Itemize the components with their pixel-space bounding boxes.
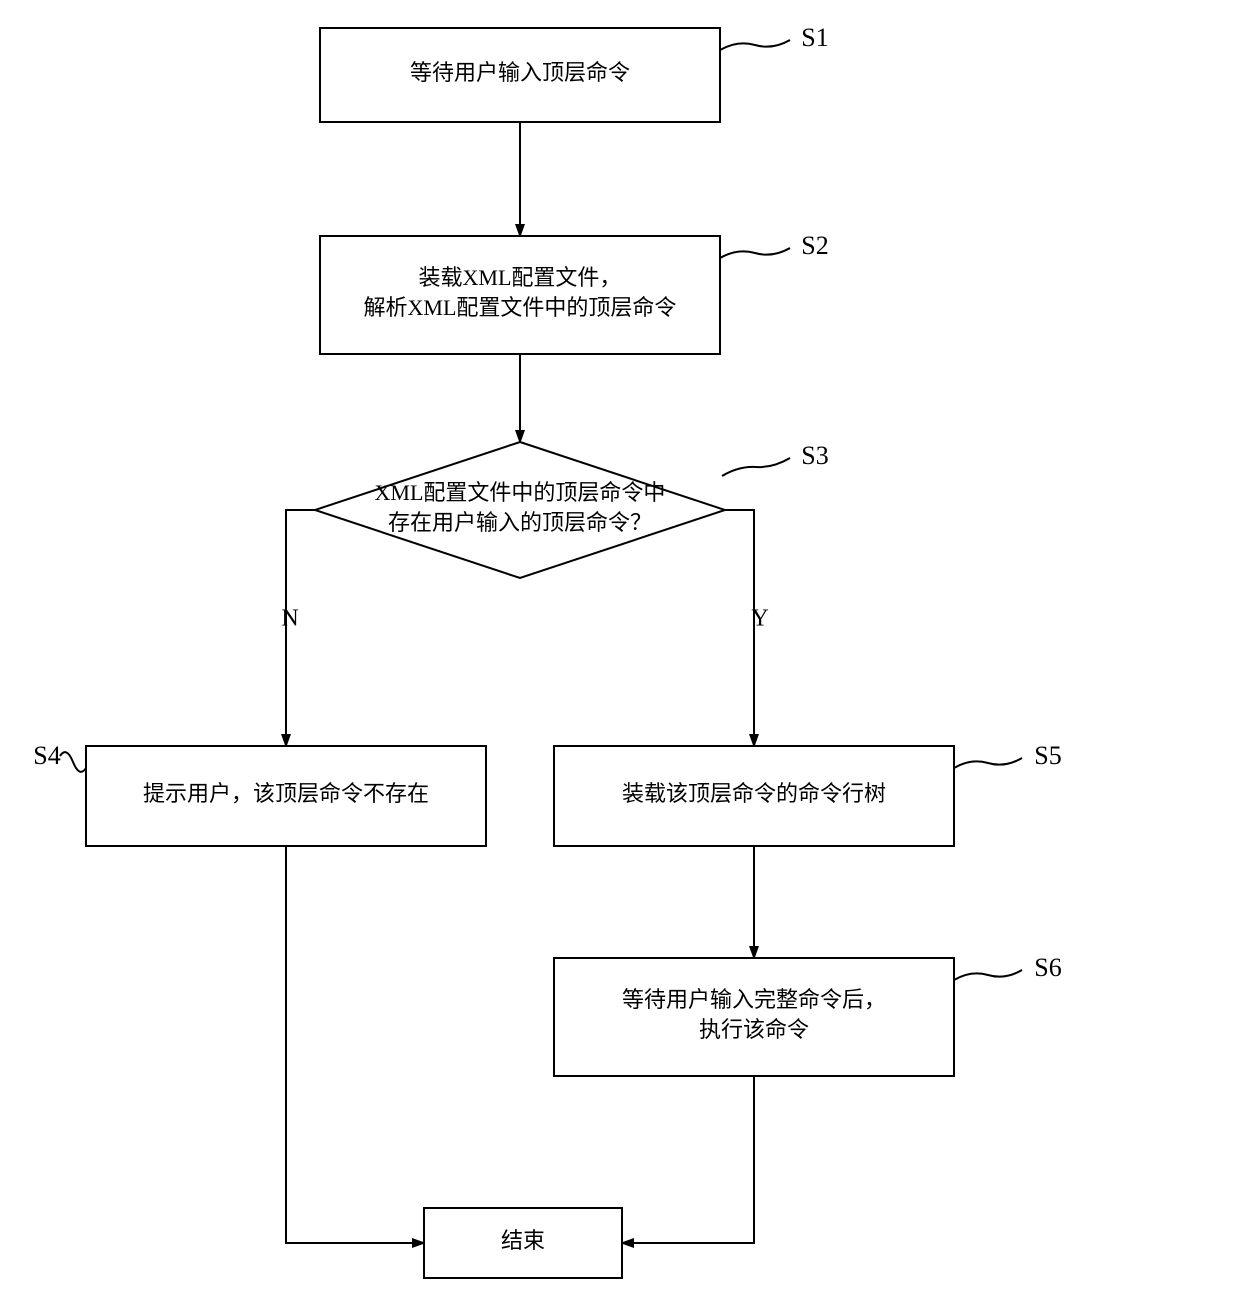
node-s2-line-1: 解析XML配置文件中的顶层命令 xyxy=(364,295,677,320)
node-s6-line-0: 等待用户输入完整命令后， xyxy=(622,987,886,1012)
edge-3 xyxy=(725,510,754,746)
edge-5 xyxy=(286,846,424,1243)
node-s5: 装载该顶层命令的命令行树 S5 xyxy=(554,741,1062,846)
tilde-s3 xyxy=(722,458,790,476)
node-s4-line-0: 提示用户，该顶层命令不存在 xyxy=(143,781,429,806)
node-s1: 等待用户输入顶层命令 S1 xyxy=(320,23,829,122)
edge-6 xyxy=(622,1076,754,1243)
node-end: 结束 xyxy=(424,1208,622,1278)
tilde-s1 xyxy=(720,40,790,50)
node-s3-line-0: XML配置文件中的顶层命令中 xyxy=(375,480,666,505)
node-end-line-0: 结束 xyxy=(501,1228,545,1253)
branch-label-n: N xyxy=(281,606,298,632)
node-s2-line-0: 装载XML配置文件， xyxy=(419,265,622,290)
node-s5-line-0: 装载该顶层命令的命令行树 xyxy=(622,781,886,806)
tilde-s6 xyxy=(954,970,1022,980)
branch-label-y: Y xyxy=(751,606,768,632)
step-label-s5: S5 xyxy=(1034,741,1061,770)
node-s2: 装载XML配置文件， 解析XML配置文件中的顶层命令 S2 xyxy=(320,231,829,354)
node-s4: 提示用户，该顶层命令不存在 S4 xyxy=(33,741,486,846)
tilde-s5 xyxy=(954,758,1022,768)
step-label-s4: S4 xyxy=(33,741,60,770)
node-s3-line-1: 存在用户输入的顶层命令？ xyxy=(388,510,652,535)
node-s1-line-0: 等待用户输入顶层命令 xyxy=(410,60,630,85)
node-s6-line-1: 执行该命令 xyxy=(699,1017,809,1042)
step-label-s3: S3 xyxy=(801,441,828,470)
tilde-s2 xyxy=(720,248,790,258)
step-label-s6: S6 xyxy=(1034,953,1061,982)
node-s6: 等待用户输入完整命令后， 执行该命令 S6 xyxy=(554,953,1062,1076)
step-label-s1: S1 xyxy=(801,23,828,52)
tilde-s4 xyxy=(60,752,86,772)
step-label-s2: S2 xyxy=(801,231,828,260)
